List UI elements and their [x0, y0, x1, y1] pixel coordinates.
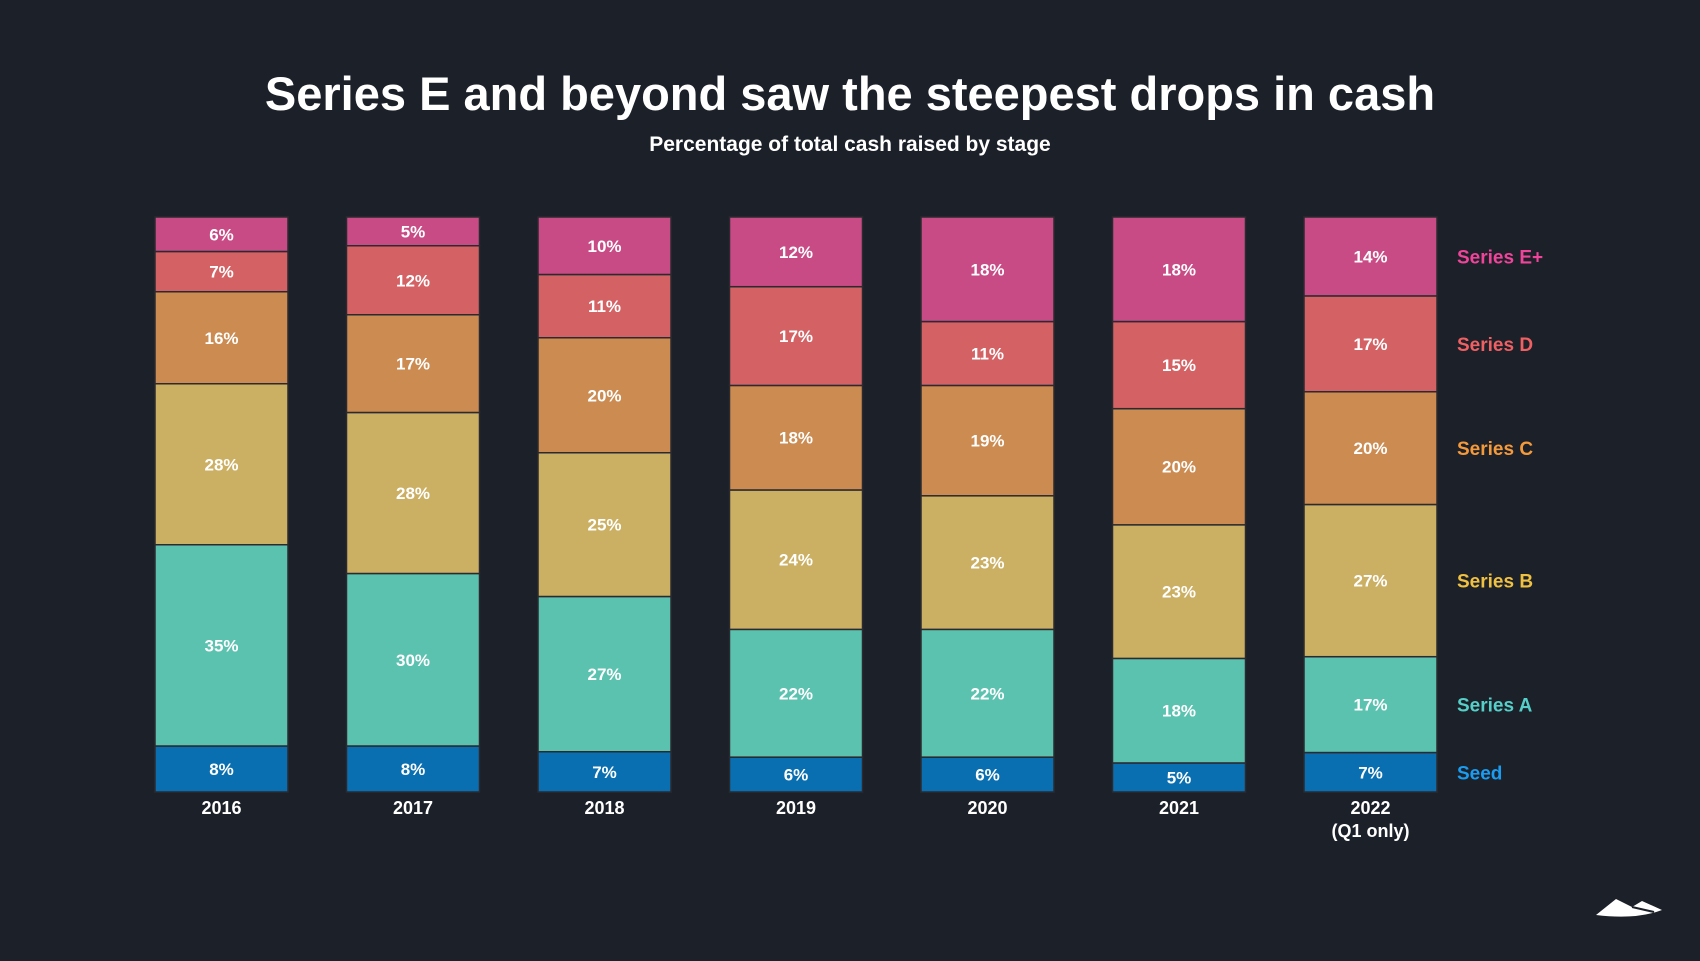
data-label: 22%: [970, 684, 1004, 703]
bar-segment-series-c-2017: [345, 314, 481, 414]
data-label: 6%: [975, 766, 1000, 785]
data-label: 16%: [204, 329, 238, 348]
data-label: 24%: [779, 551, 813, 570]
data-label: 18%: [1162, 702, 1196, 721]
bar-segment-series-e--2017: [345, 216, 481, 247]
chart-subtitle: Percentage of total cash raised by stage: [649, 133, 1050, 156]
bar-segment-seed-2020: [920, 756, 1055, 793]
data-label: 17%: [779, 327, 813, 346]
legend-item: Series C: [1457, 439, 1533, 460]
data-label: 14%: [1353, 247, 1387, 266]
legend-item: Series A: [1457, 696, 1533, 717]
data-label: 18%: [1162, 260, 1196, 279]
bar-segment-series-b-2019: [728, 489, 864, 631]
legend-item: Seed: [1457, 763, 1502, 784]
bar-segment-series-c-2016: [154, 291, 289, 385]
bar-segment-series-c-2018: [537, 337, 672, 454]
data-label: 22%: [779, 684, 813, 703]
data-label: 19%: [970, 432, 1004, 451]
data-label: 15%: [1162, 356, 1196, 375]
bar-segment-series-a-2022: [1303, 655, 1438, 754]
bar-segment-series-a-2017: [345, 572, 481, 747]
x-tick-label: 2018: [584, 798, 624, 818]
bar-segment-series-a-2020: [920, 628, 1055, 758]
data-label: 7%: [209, 263, 234, 282]
data-label: 5%: [1167, 768, 1192, 787]
bar-segment-seed-2018: [537, 751, 672, 793]
data-label: 25%: [587, 516, 621, 535]
data-label: 17%: [1353, 696, 1387, 715]
data-label: 7%: [592, 763, 617, 782]
mountain-logo-icon: [1596, 899, 1662, 917]
data-label: 11%: [588, 297, 621, 316]
bar-segment-series-e--2016: [154, 216, 289, 253]
data-label: 23%: [1162, 583, 1196, 602]
x-tick-label: (Q1 only): [1331, 821, 1409, 841]
data-label: 28%: [396, 484, 430, 503]
bar-segment-seed-2016: [154, 745, 289, 793]
data-label: 7%: [1358, 763, 1383, 782]
legend-item: Series E+: [1457, 247, 1543, 268]
bar-segment-series-a-2021: [1111, 657, 1247, 764]
bar-segment-seed-2017: [345, 745, 481, 793]
x-tick-label: 2021: [1159, 798, 1199, 818]
legend-item: Series B: [1457, 572, 1533, 593]
bar-segment-series-d-2016: [154, 250, 289, 293]
legend: Seed Series A Series B Series C Series D Seri…: [1457, 247, 1543, 784]
data-label: 17%: [1353, 335, 1387, 354]
bar-segment-series-d-2022: [1303, 295, 1438, 393]
data-label: 28%: [204, 455, 238, 474]
bar-segment-series-b-2018: [537, 452, 672, 598]
legend-item: Series D: [1457, 335, 1533, 356]
bar-segment-series-e--2022: [1303, 216, 1438, 297]
x-tick-label: 2016: [201, 798, 241, 818]
data-label: 23%: [970, 554, 1004, 573]
data-label: 8%: [401, 760, 426, 779]
data-label: 30%: [396, 651, 430, 670]
bar-segment-series-b-2020: [920, 495, 1055, 631]
bar-segment-series-d-2017: [345, 245, 481, 316]
bar-segment-series-c-2021: [1111, 407, 1247, 526]
data-label: 20%: [587, 386, 621, 405]
data-label: 27%: [1353, 572, 1387, 591]
bar-segment-series-c-2022: [1303, 391, 1438, 506]
data-label: 11%: [971, 344, 1004, 363]
data-label: 35%: [204, 636, 238, 655]
data-label: 20%: [1353, 439, 1387, 458]
x-tick-label: 2017: [393, 798, 433, 818]
x-tick-label: 2022: [1350, 798, 1390, 818]
data-label: 17%: [396, 355, 430, 374]
bar-segment-series-e--2019: [728, 216, 864, 288]
bar-segment-series-e--2021: [1111, 216, 1247, 323]
chart-title: Series E and beyond saw the steepest dro…: [265, 67, 1435, 120]
bar-segment-series-a-2019: [728, 628, 864, 758]
bars-group: 8% 35% 28% 16% 7% 6% 2016 8% 30% 28% 17% 12% 5% 2017 7…: [154, 216, 1438, 841]
data-label: 18%: [779, 429, 813, 448]
bar-segment-series-b-2017: [345, 411, 481, 575]
x-tick-label: 2020: [967, 798, 1007, 818]
data-label: 12%: [396, 271, 430, 290]
data-label: 18%: [970, 260, 1004, 279]
bar-segment-series-b-2021: [1111, 524, 1247, 660]
data-label: 5%: [401, 222, 426, 241]
bar-segment-series-e--2020: [920, 216, 1055, 323]
bar-segment-series-d-2021: [1111, 320, 1247, 410]
bar-segment-series-d-2020: [920, 320, 1055, 387]
bar-segment-series-e--2018: [537, 216, 672, 276]
data-label: 27%: [587, 665, 621, 684]
data-label: 10%: [587, 237, 621, 256]
bar-segment-series-d-2019: [728, 285, 864, 387]
bar-segment-series-d-2018: [537, 273, 672, 339]
data-label: 6%: [209, 225, 234, 244]
data-label: 20%: [1162, 458, 1196, 477]
bar-segment-seed-2019: [728, 756, 864, 793]
x-tick-label: 2019: [776, 798, 816, 818]
bar-segment-series-c-2020: [920, 384, 1055, 497]
data-label: 8%: [209, 760, 234, 779]
data-label: 6%: [784, 766, 809, 785]
bar-segment-series-a-2016: [154, 544, 289, 747]
data-label: 12%: [779, 243, 813, 262]
